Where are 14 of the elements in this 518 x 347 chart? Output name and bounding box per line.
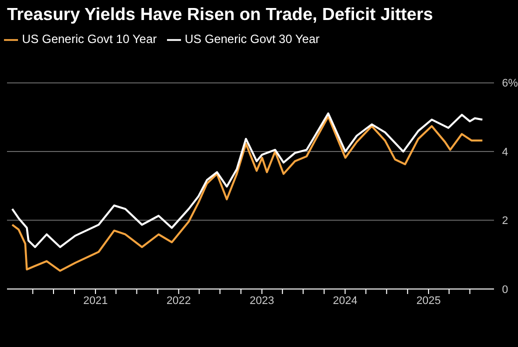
y-tick-label: 6% <box>502 78 518 90</box>
legend-label: US Generic Govt 10 Year <box>22 32 157 46</box>
x-tick-label: 2023 <box>250 294 274 307</box>
legend-label: US Generic Govt 30 Year <box>184 32 320 46</box>
x-tick-label: 2025 <box>416 294 441 307</box>
line-series <box>11 112 484 248</box>
x-tick-label: 2024 <box>332 294 358 307</box>
line-series <box>11 116 484 272</box>
chart-title: Treasury Yields Have Risen on Trade, Deficit Jitters <box>7 4 434 25</box>
y-tick-label: 0 <box>502 284 508 296</box>
y-tick-label: 2 <box>502 215 508 228</box>
x-tick-label: 2022 <box>166 294 191 307</box>
x-tick-label: 2021 <box>83 294 108 307</box>
y-tick-label: 4 <box>502 146 508 158</box>
